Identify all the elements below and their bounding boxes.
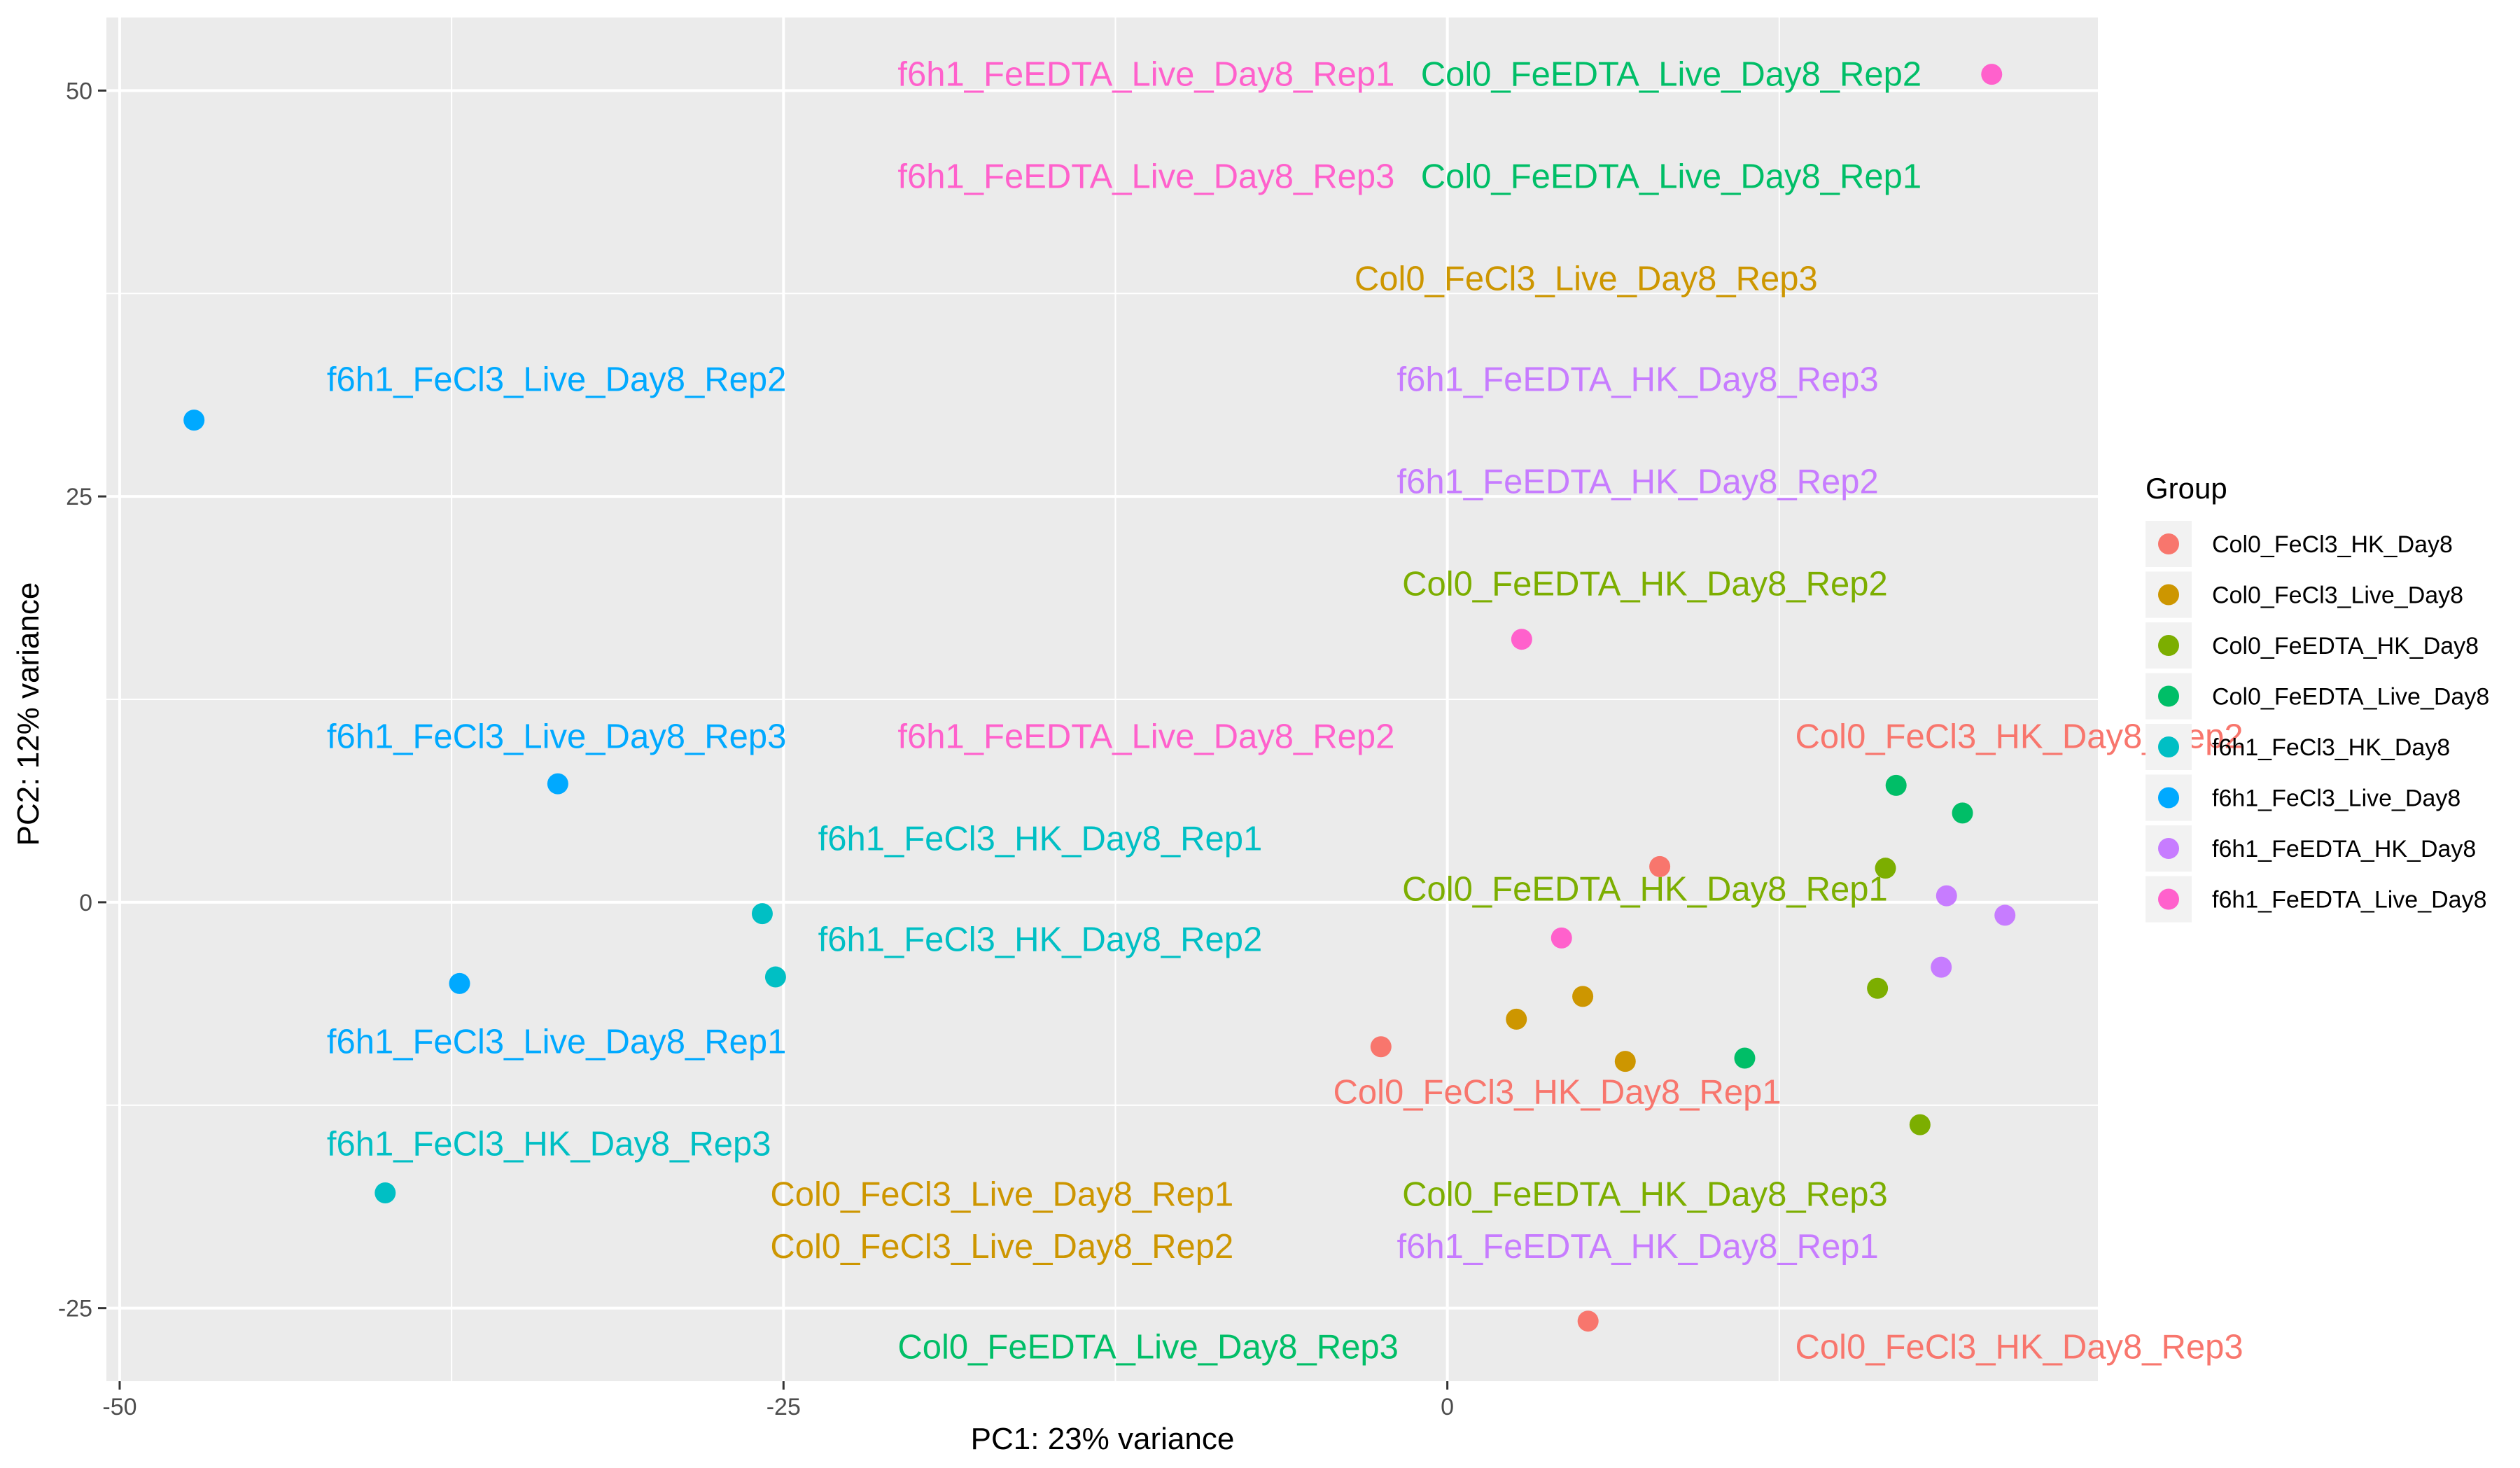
legend-title: Group	[2146, 472, 2227, 505]
legend-label: f6h1_FeEDTA_HK_Day8	[2212, 836, 2476, 862]
sample-label: Col0_FeEDTA_Live_Day8_Rep2	[1421, 55, 1921, 93]
sample-label: f6h1_FeEDTA_HK_Day8_Rep3	[1397, 361, 1879, 398]
sample-label: f6h1_FeEDTA_Live_Day8_Rep3	[897, 158, 1394, 196]
legend-label: f6h1_FeCl3_Live_Day8	[2212, 785, 2460, 812]
data-point	[1931, 956, 1952, 978]
legend-marker	[2158, 787, 2179, 809]
legend-marker	[2158, 685, 2179, 707]
data-point	[1577, 1310, 1599, 1332]
y-tick-label: -25	[58, 1296, 92, 1322]
data-point	[1885, 774, 1907, 796]
data-point	[1506, 1008, 1527, 1030]
data-point	[1550, 927, 1572, 949]
data-point	[374, 1182, 396, 1203]
legend-marker	[2158, 736, 2179, 757]
y-axis-title: PC2: 12% variance	[11, 582, 46, 846]
sample-label: f6h1_FeEDTA_Live_Day8_Rep1	[897, 55, 1394, 93]
data-point	[1875, 858, 1896, 879]
data-point	[1981, 64, 2003, 85]
data-point	[1511, 629, 1532, 650]
legend-label: Col0_FeEDTA_Live_Day8	[2212, 684, 2489, 711]
data-point	[751, 903, 773, 925]
sample-label: f6h1_FeEDTA_HK_Day8_Rep2	[1397, 463, 1879, 501]
x-tick-label: -25	[766, 1394, 801, 1420]
sample-label: f6h1_FeEDTA_HK_Day8_Rep1	[1397, 1228, 1879, 1266]
point-labels: f6h1_FeEDTA_Live_Day8_Rep1 Col0_FeEDTA_Li…	[327, 55, 2244, 1366]
legend-label: Col0_FeCl3_HK_Day8	[2212, 531, 2453, 558]
x-axis-title: PC1: 23% variance	[971, 1422, 1235, 1456]
sample-label: Col0_FeEDTA_Live_Day8_Rep3	[897, 1329, 1398, 1366]
sample-label: Col0_FeCl3_Live_Day8_Rep3	[1354, 260, 1818, 298]
sample-label: f6h1_FeEDTA_Live_Day8_Rep2	[897, 718, 1394, 756]
data-point	[1370, 1036, 1392, 1058]
sample-label: Col0_FeEDTA_HK_Day8_Rep3	[1402, 1176, 1888, 1214]
y-tick-label: 0	[79, 890, 92, 916]
legend-label: Col0_FeCl3_Live_Day8	[2212, 582, 2463, 609]
legend-label: f6h1_FeEDTA_Live_Day8	[2212, 887, 2486, 914]
legend-marker	[2158, 533, 2179, 554]
data-point	[1572, 986, 1594, 1007]
data-point	[764, 966, 786, 988]
data-point	[1935, 885, 1957, 907]
sample-label: Col0_FeEDTA_HK_Day8_Rep1	[1402, 871, 1888, 909]
sample-label: f6h1_FeCl3_Live_Day8_Rep3	[327, 718, 787, 756]
grid-lines	[106, 18, 2098, 1381]
legend-marker	[2158, 838, 2179, 859]
sample-label: f6h1_FeCl3_Live_Day8_Rep1	[327, 1023, 787, 1061]
sample-label: f6h1_FeCl3_Live_Day8_Rep2	[327, 361, 787, 398]
axes: -50 -25 0 -25 0 25 50	[58, 78, 1454, 1420]
sample-label: f6h1_FeCl3_HK_Day8_Rep3	[327, 1126, 771, 1163]
sample-label: Col0_FeEDTA_HK_Day8_Rep2	[1402, 566, 1888, 603]
y-tick-label: 50	[66, 78, 92, 104]
data-point	[547, 773, 568, 795]
x-tick-label: 0	[1441, 1394, 1454, 1420]
legend-label: Col0_FeEDTA_HK_Day8	[2212, 633, 2479, 659]
y-tick-label: 25	[66, 484, 92, 510]
legend: Group Col0_FeCl3_HK_Day8 Col0_FeCl3_Live_…	[2146, 472, 2489, 923]
sample-label: Col0_FeCl3_HK_Day8_Rep3	[1795, 1329, 2244, 1366]
data-point	[1909, 1114, 1931, 1135]
data-point	[1614, 1051, 1636, 1072]
sample-label: Col0_FeCl3_HK_Day8_Rep1	[1334, 1073, 1782, 1111]
legend-marker	[2158, 888, 2179, 910]
x-tick-label: -50	[102, 1394, 136, 1420]
legend-label: f6h1_FeCl3_HK_Day8	[2212, 734, 2450, 761]
sample-label: Col0_FeCl3_Live_Day8_Rep2	[770, 1228, 1233, 1266]
legend-marker	[2158, 635, 2179, 656]
data-point	[1952, 802, 1973, 824]
data-point	[183, 410, 205, 431]
data-point	[1649, 855, 1671, 877]
sample-label: Col0_FeCl3_Live_Day8_Rep1	[770, 1176, 1233, 1214]
data-point	[1734, 1047, 1756, 1069]
data-point	[1994, 904, 2016, 926]
sample-label: Col0_FeEDTA_Live_Day8_Rep1	[1421, 158, 1921, 196]
data-point	[1867, 977, 1889, 999]
data-points	[183, 64, 2016, 1332]
sample-label: f6h1_FeCl3_HK_Day8_Rep1	[818, 820, 1263, 858]
sample-label: f6h1_FeCl3_HK_Day8_Rep2	[818, 921, 1263, 958]
legend-marker	[2158, 584, 2179, 606]
data-point	[449, 972, 470, 994]
